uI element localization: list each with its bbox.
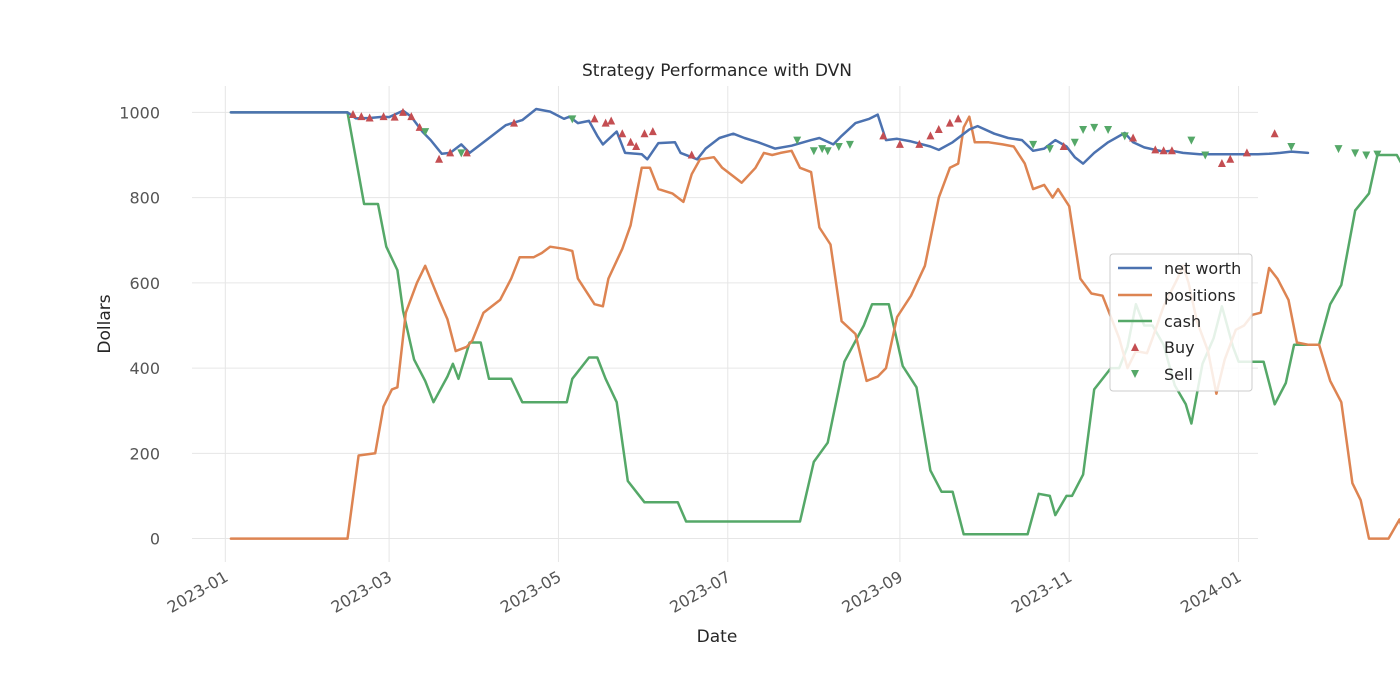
buy-marker [945,118,954,127]
y-tick-label: 1000 [119,103,160,122]
sell-marker [568,115,577,124]
buy-marker [934,124,943,133]
x-tick-label: 2023-11 [1008,567,1075,617]
sell-marker [1104,125,1113,134]
sell-marker [823,147,832,156]
sell-marker [1287,143,1296,152]
sell-marker [1334,145,1343,154]
sell-marker [1373,150,1382,159]
buy-marker [462,148,471,157]
buy-marker [390,112,399,121]
buy-marker [601,118,610,127]
grid-layer [192,86,1258,562]
legend-marker-buy [1131,343,1139,351]
buy-marker [1159,146,1168,155]
sell-marker [1045,145,1054,154]
buy-marker [1242,148,1251,157]
buy-marker [640,129,649,138]
sell-marker [845,140,854,149]
y-tick-label: 400 [129,359,160,378]
buy-marker [618,129,627,138]
buy-marker [435,154,444,163]
legend-label-net-worth: net worth [1164,259,1241,278]
tick-layer: 0 200 400 600 800 1000 2023-01 2023-03 2023-05 20… [119,103,1244,616]
buy-marker [1151,145,1160,154]
sell-marker [1201,151,1210,160]
sell-marker [1070,138,1079,147]
buy-marker [895,139,904,148]
buy-marker [687,150,696,159]
buy-marker [915,139,924,148]
buy-marker [1129,133,1138,142]
buy-marker [1059,142,1068,151]
legend-label-sell: Sell [1164,365,1193,384]
buy-marker [879,131,888,140]
buy-marker [590,114,599,123]
buy-marker [1270,129,1279,138]
buy-marker [379,112,388,121]
buy-marker [632,142,641,151]
sell-marker [1187,136,1196,145]
buy-marker [648,127,657,136]
legend-label-cash: cash [1164,312,1201,331]
buy-marker [407,112,416,121]
x-tick-label: 2023-05 [497,567,564,617]
buy-marker [954,114,963,123]
sell-marker [1362,151,1371,160]
series-line-positions [229,115,1400,540]
sell-marker [1090,123,1099,132]
buy-marker [926,131,935,140]
buy-marker [626,137,635,146]
y-axis-label: Dollars [95,294,115,353]
legend-label-buy: Buy [1164,338,1195,357]
buy-marker [1226,154,1235,163]
sell-marker [1351,149,1360,158]
y-tick-label: 600 [129,274,160,293]
buy-marker [349,110,358,119]
buy-marker [365,113,374,122]
sell-marker [818,145,827,154]
x-tick-label: 2024-01 [1177,567,1244,617]
y-tick-label: 800 [129,189,160,208]
sell-marker [809,147,818,156]
buy-marker [1217,159,1226,168]
sell-marker [1120,132,1129,141]
buy-marker [446,148,455,157]
chart-title: Strategy Performance with DVN [582,61,852,81]
sell-marker [421,128,430,137]
legend: net worth positions cash Buy Sell [1109,253,1253,392]
x-tick-label: 2023-01 [164,567,231,617]
x-tick-label: 2023-07 [666,567,733,617]
marker-layer [349,107,1382,168]
legend-label-positions: positions [1164,286,1236,305]
x-tick-label: 2023-09 [838,567,905,617]
x-tick-label: 2023-03 [328,567,395,617]
legend-marker-sell [1131,370,1139,378]
sell-marker [834,143,843,152]
buy-marker [398,107,407,116]
series-line-cash [229,111,1400,536]
buy-marker [1167,146,1176,155]
sell-marker [793,136,802,145]
buy-marker [607,116,616,125]
sell-marker [457,149,466,158]
y-tick-label: 0 [150,530,160,549]
buy-marker [357,112,366,121]
legend-frame [1109,253,1253,392]
buy-marker [510,118,519,127]
x-axis-label: Date [697,627,738,647]
sell-marker [1029,140,1038,149]
sell-marker [1079,125,1088,134]
y-tick-label: 200 [129,444,160,463]
